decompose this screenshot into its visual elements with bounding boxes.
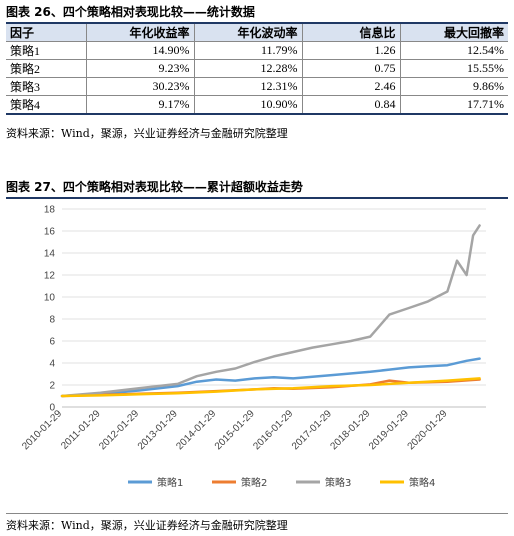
chart-top-rule: [6, 197, 508, 199]
x-tick-label: 2014-01-29: [174, 408, 218, 452]
header-max-drawdown: 最大回撤率: [400, 24, 508, 42]
cell-value: 9.17%: [86, 95, 195, 115]
series-line: [60, 377, 481, 398]
y-tick-label: 2: [49, 381, 55, 392]
y-tick-label: 4: [49, 359, 55, 370]
cell-value: 12.31%: [194, 77, 303, 96]
cell-value: 17.71%: [400, 95, 508, 115]
x-tick-label: 2012-01-29: [97, 408, 141, 452]
cell-value: 1.26: [302, 41, 401, 60]
y-tick-label: 16: [44, 227, 56, 238]
series-line: [60, 357, 481, 398]
x-tick-label: 2016-01-29: [251, 408, 295, 452]
header-factor: 因子: [6, 24, 87, 42]
legend-label: 策略3: [325, 476, 351, 489]
header-info-ratio: 信息比: [302, 24, 401, 42]
table-top-rule: [6, 22, 508, 24]
cell-value: 2.46: [302, 77, 401, 96]
table-row: 策略1 14.90% 11.79% 1.26 12.54%: [6, 41, 508, 60]
y-tick-label: 18: [44, 205, 56, 216]
cell-strategy: 策略3: [6, 77, 87, 96]
chart-title: 图表 27、四个策略相对表现比较——累计超额收益走势: [6, 180, 303, 194]
y-tick-label: 10: [44, 293, 56, 304]
cell-strategy: 策略1: [6, 41, 87, 60]
table-row: 策略3 30.23% 12.31% 2.46 9.86%: [6, 77, 508, 96]
y-tick-label: 0: [49, 403, 55, 414]
x-tick-label: 2019-01-29: [367, 408, 411, 452]
series-line: [60, 224, 481, 398]
y-tick-label: 14: [44, 249, 56, 260]
y-tick-label: 6: [49, 337, 55, 348]
cell-value: 0.84: [302, 95, 401, 115]
x-tick-label: 2015-01-29: [213, 408, 257, 452]
table-source-note: 资料来源：Wind，聚源，兴业证券经济与金融研究院整理: [6, 127, 288, 140]
y-tick-label: 8: [49, 315, 55, 326]
table-row: 策略4 9.17% 10.90% 0.84 17.71%: [6, 95, 508, 115]
cell-value: 12.54%: [400, 41, 508, 60]
x-tick-label: 2020-01-29: [406, 408, 450, 452]
table-row: 策略2 9.23% 12.28% 0.75 15.55%: [6, 59, 508, 78]
legend-label: 策略4: [409, 476, 435, 489]
legend-label: 策略1: [157, 476, 183, 489]
x-tick-label: 2010-01-29: [20, 408, 64, 452]
y-tick-label: 12: [44, 271, 56, 282]
chart-source-note: 资料来源：Wind，聚源，兴业证券经济与金融研究院整理: [6, 519, 288, 532]
header-annual-volatility: 年化波动率: [194, 24, 303, 42]
cell-value: 30.23%: [86, 77, 195, 96]
x-tick-label: 2013-01-29: [136, 408, 180, 452]
cumulative-excess-return-chart: 0 2 4 6 8 10 12 14 16 18 2010-01-292011-01-292012-…: [20, 205, 486, 489]
legend-label: 策略2: [241, 476, 267, 489]
cell-value: 11.79%: [194, 41, 303, 60]
cell-strategy: 策略4: [6, 95, 87, 115]
chart-bottom-rule: [6, 513, 508, 514]
cell-value: 9.23%: [86, 59, 195, 78]
table-header-row: 因子 年化收益率 年化波动率 信息比 最大回撤率: [6, 24, 508, 42]
cell-value: 9.86%: [400, 77, 508, 96]
x-tick-label: 2018-01-29: [329, 408, 373, 452]
cell-value: 15.55%: [400, 59, 508, 78]
cell-value: 0.75: [302, 59, 401, 78]
cell-strategy: 策略2: [6, 59, 87, 78]
cell-value: 10.90%: [194, 95, 303, 115]
header-annual-return: 年化收益率: [86, 24, 195, 42]
x-tick-label: 2017-01-29: [290, 408, 334, 452]
x-tick-label: 2011-01-29: [59, 408, 103, 452]
cell-value: 12.28%: [194, 59, 303, 78]
stats-table: 因子 年化收益率 年化波动率 信息比 最大回撤率 策略1 14.90% 11.7…: [6, 24, 508, 115]
cell-value: 14.90%: [86, 41, 195, 60]
table-title: 图表 26、四个策略相对表现比较——统计数据: [6, 5, 255, 19]
